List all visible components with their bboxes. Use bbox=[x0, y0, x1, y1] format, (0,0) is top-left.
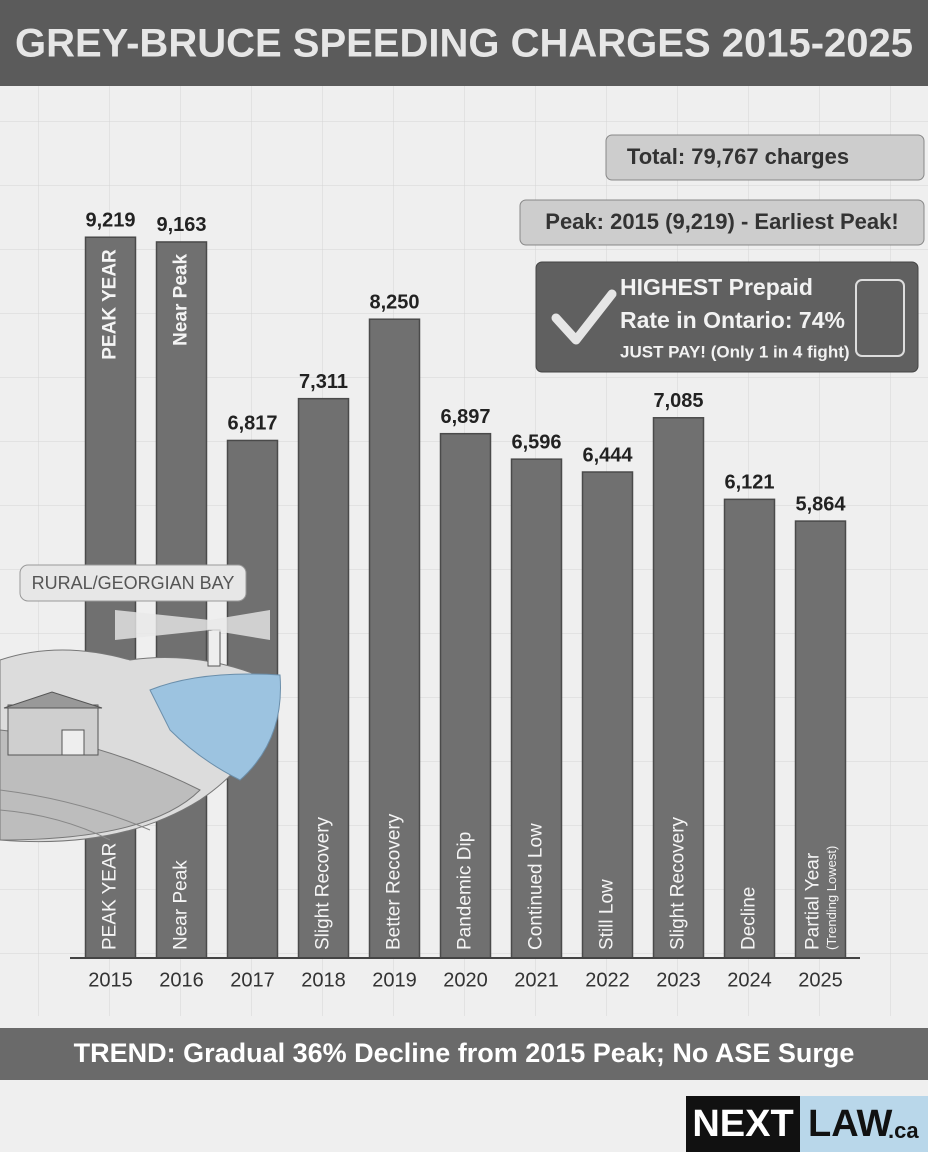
illustration: RURAL/GEORGIAN BAY bbox=[0, 564, 281, 843]
x-tick-label: 2021 bbox=[514, 969, 559, 991]
value-label: 5,864 bbox=[795, 493, 846, 515]
value-label: 6,596 bbox=[511, 431, 561, 453]
x-tick-label: 2015 bbox=[88, 969, 133, 991]
x-tick-label: 2017 bbox=[230, 969, 275, 991]
x-tick-label: 2022 bbox=[585, 969, 630, 991]
trend-band bbox=[0, 1028, 928, 1080]
peak-box bbox=[519, 199, 925, 246]
money-icon bbox=[855, 279, 905, 357]
value-label: 9,163 bbox=[156, 214, 206, 236]
bar-note: Better Recovery bbox=[384, 813, 405, 950]
trend-note: TREND: Gradual 36% Decline from 2015 Pea… bbox=[74, 1038, 855, 1068]
x-tick-label: 2016 bbox=[159, 969, 204, 991]
logo-right bbox=[800, 1096, 928, 1152]
bar-note: Slight Recovery bbox=[668, 816, 689, 950]
x-tick-label: 2025 bbox=[798, 969, 843, 991]
bar-subnote: (Trending Lowest) bbox=[824, 846, 839, 950]
logo-left bbox=[686, 1096, 800, 1152]
value-label: 6,121 bbox=[724, 472, 774, 494]
x-tick-label: 2020 bbox=[443, 969, 488, 991]
bar bbox=[652, 417, 705, 959]
prepaid-line: Rate in Ontario: 74% bbox=[620, 307, 845, 333]
value-label: 6,817 bbox=[227, 413, 277, 435]
bar-note: PEAK YEAR bbox=[100, 249, 121, 360]
value-label: 7,311 bbox=[299, 371, 348, 393]
value-label: 8,250 bbox=[369, 291, 419, 313]
bar-note: Slight Recovery bbox=[313, 816, 334, 950]
logo-text: LAW bbox=[808, 1103, 893, 1145]
x-tick-label: 2023 bbox=[656, 969, 701, 991]
bar-note: Partial Year bbox=[803, 852, 824, 950]
value-label: 7,085 bbox=[653, 390, 703, 412]
value-label: 6,444 bbox=[582, 444, 633, 466]
bar bbox=[723, 498, 776, 959]
logo-text: .ca bbox=[888, 1118, 919, 1143]
prepaid-line: HIGHEST Prepaid bbox=[620, 274, 813, 300]
title-band bbox=[0, 0, 928, 86]
x-tick-label: 2018 bbox=[301, 969, 346, 991]
bar-note: Near Peak bbox=[171, 254, 192, 346]
logo-text: NEXT bbox=[692, 1103, 793, 1145]
bar-note: Still Low bbox=[597, 879, 618, 950]
bar bbox=[794, 520, 847, 959]
peak-note: Peak: 2015 (9,219) - Earliest Peak! bbox=[545, 209, 898, 234]
bar-note: Near Peak bbox=[171, 860, 192, 950]
bar bbox=[439, 432, 492, 959]
prepaid-line: JUST PAY! (Only 1 in 4 fight) bbox=[620, 342, 850, 361]
region-label: RURAL/GEORGIAN BAY bbox=[32, 573, 235, 593]
x-axis: 2015 2016 2017 2018 2019 2020 2021 2022 2023 2024… bbox=[70, 957, 860, 991]
value-label: 9,219 bbox=[85, 210, 135, 232]
total-box bbox=[605, 134, 925, 181]
x-tick-label: 2024 bbox=[727, 969, 772, 991]
chart-title: GREY-BRUCE SPEEDING CHARGES 2015-2025 bbox=[15, 22, 913, 66]
bar bbox=[510, 458, 563, 959]
x-tick-label: 2019 bbox=[372, 969, 417, 991]
bar-note: PEAK YEAR bbox=[100, 843, 121, 950]
bar bbox=[581, 471, 634, 959]
check-icon bbox=[551, 289, 617, 345]
bar-note: Pandemic Dip bbox=[455, 832, 476, 950]
prepaid-box bbox=[535, 261, 919, 373]
bar-note: Continued Low bbox=[526, 823, 547, 950]
bar bbox=[368, 318, 421, 959]
total-note: Total: 79,767 charges bbox=[627, 144, 849, 169]
bar-note: Decline bbox=[739, 887, 760, 950]
value-label: 6,897 bbox=[440, 406, 490, 428]
